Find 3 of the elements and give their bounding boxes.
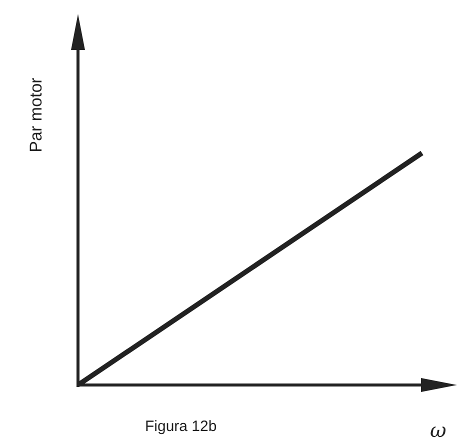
x-axis-title: ω bbox=[430, 418, 446, 442]
text: Figura 12b bbox=[145, 418, 217, 435]
y-axis-title: Par motor bbox=[26, 78, 46, 152]
